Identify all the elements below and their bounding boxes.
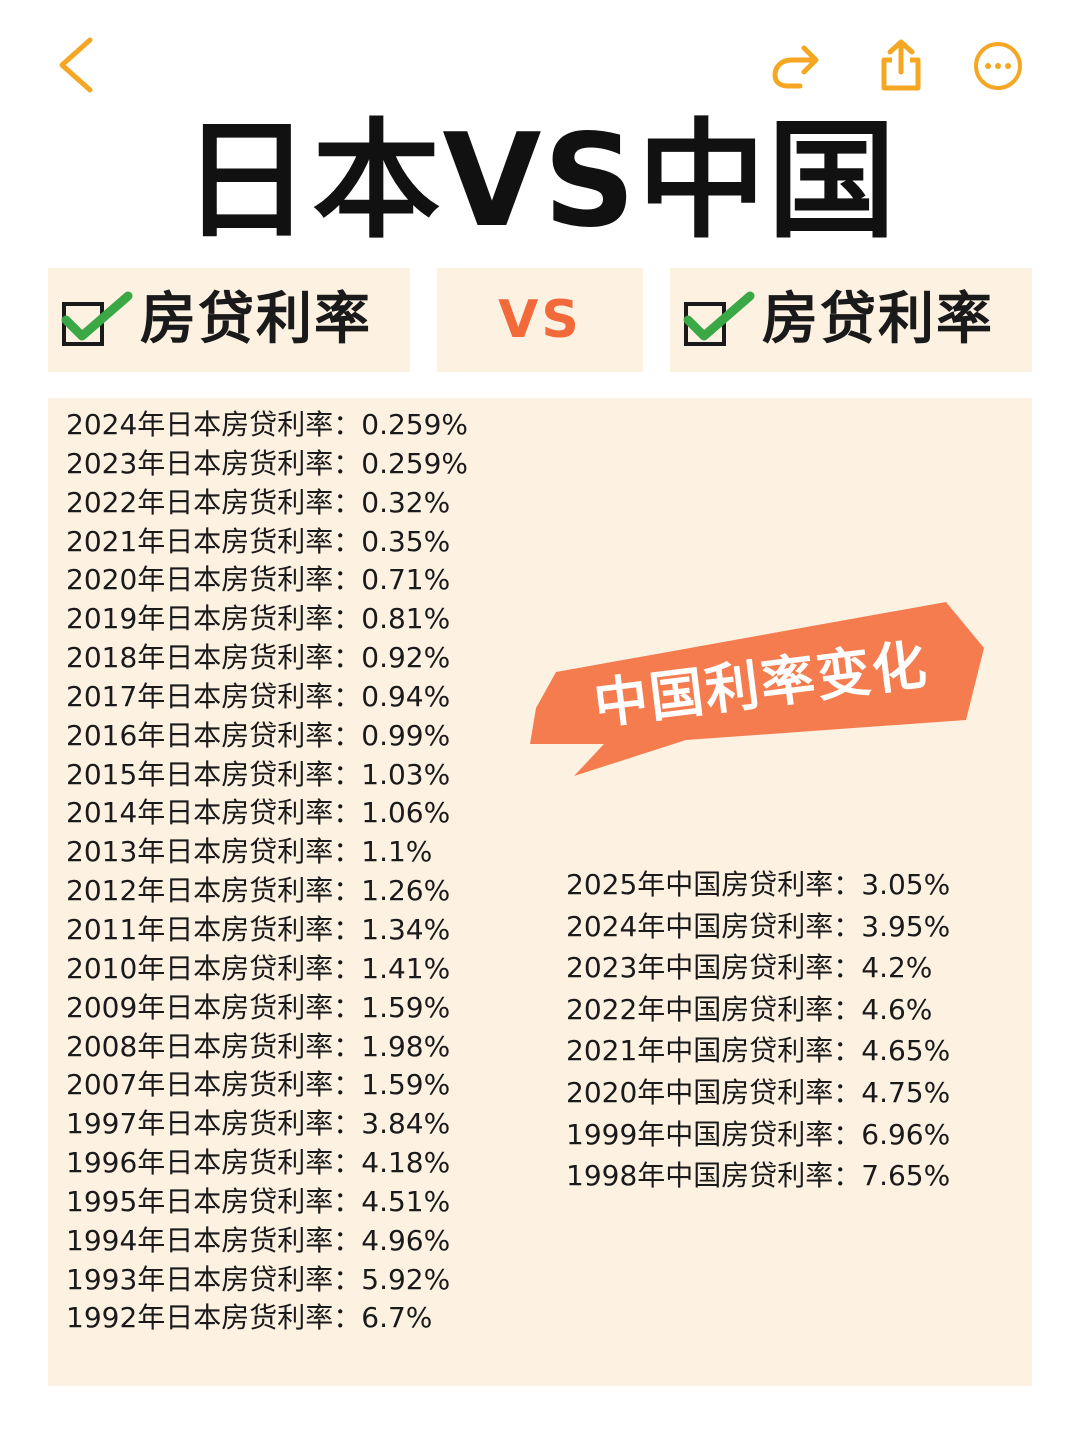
china-rate-item: 2021年中国房贷利率：4.65%	[566, 1034, 951, 1068]
japan-header-box: 房贷利率	[48, 268, 410, 372]
forward-arrow-icon[interactable]	[770, 44, 822, 90]
japan-rate-item: 2008年日本房货利率：1.98%	[66, 1029, 451, 1063]
china-rate-item: 2024年中国房贷利率：3.95%	[566, 909, 951, 943]
japan-rate-item: 1993年日本房贷利率：5.92%	[66, 1262, 451, 1296]
japan-rate-item: 2022年日本房货利率：0.32%	[66, 485, 451, 519]
top-toolbar	[0, 0, 1080, 120]
japan-rate-item: 2018年日本房货利率：0.92%	[66, 641, 451, 675]
china-rate-change-bubble: 中国利率变化	[526, 598, 986, 778]
japan-rate-item: 1995年日本房贷利率：4.51%	[66, 1184, 451, 1218]
japan-rate-item: 2021年日本房货利率：0.35%	[66, 524, 451, 558]
japan-rate-item: 2024年日本房贷利率：0.259%	[66, 408, 469, 441]
japan-header-label: 房贷利率	[140, 287, 372, 352]
china-rate-item: 2020年中国房贷利率：4.75%	[566, 1075, 951, 1109]
japan-rate-item: 1992年日本房货利率：6.7%	[66, 1301, 433, 1335]
china-rate-item: 1999年中国房贷利率：6.96%	[566, 1117, 951, 1151]
china-header-label: 房贷利率	[762, 287, 994, 352]
checkmark-icon	[682, 290, 758, 350]
japan-rate-item: 2010年日本房贷利率：1.41%	[66, 951, 451, 985]
japan-rate-item: 2019年日本房货利率：0.81%	[66, 602, 451, 636]
checkmark-icon	[60, 290, 136, 350]
share-icon[interactable]	[876, 38, 926, 92]
china-rate-item: 2022年中国房贷利率：4.6%	[566, 992, 933, 1026]
japan-rate-item: 2007年日本房货利率：1.59%	[66, 1068, 451, 1102]
japan-rate-item: 1994年日本房货利率：4.96%	[66, 1223, 451, 1257]
china-rates-list: 2025年中国房贷利率：3.05% 2024年中国房贷利率：3.95% 2023年中…	[566, 864, 950, 1197]
japan-rate-item: 2015年日本房贷利率：1.03%	[66, 757, 451, 791]
japan-rate-item: 2009年日本房货利率：1.59%	[66, 990, 451, 1024]
vs-label: VS	[498, 290, 582, 350]
japan-rate-item: 2011年日本房货利率：1.34%	[66, 912, 451, 946]
japan-rate-item: 2023年日本房货利率：0.259%	[66, 446, 469, 480]
china-rate-item: 2023年中国房贷利率：4.2%	[566, 951, 933, 985]
japan-rate-item: 2014年日本房贷利率：1.06%	[66, 796, 451, 830]
japan-rate-item: 2020年日本房货利率：0.71%	[66, 563, 451, 597]
japan-rate-item: 1996年日本房货利率：4.18%	[66, 1146, 451, 1180]
page-title: 日本VS中国	[182, 107, 898, 256]
china-rate-item: 1998年中国房贷利率：7.65%	[566, 1159, 951, 1193]
vs-box: VS	[437, 268, 643, 372]
china-rate-item: 2025年中国房贷利率：3.05%	[566, 868, 951, 901]
japan-rate-item: 2017年日本房贷利率：0.94%	[66, 679, 451, 713]
japan-rate-item: 2016年日本房贷利率：0.99%	[66, 718, 451, 752]
china-header-box: 房贷利率	[670, 268, 1032, 372]
rates-panel: 2024年日本房贷利率：0.259% 2023年日本房货利率：0.259% 2022…	[48, 398, 1032, 1386]
japan-rates-list: 2024年日本房贷利率：0.259% 2023年日本房货利率：0.259% 2022…	[66, 406, 468, 1338]
japan-rate-item: 2013年日本房贷利率：1.1%	[66, 835, 433, 869]
japan-rate-item: 2012年日本房货利率：1.26%	[66, 874, 451, 908]
back-chevron-icon[interactable]	[52, 36, 102, 94]
more-icon[interactable]	[972, 40, 1024, 92]
japan-rate-item: 1997年日本房货利率：3.84%	[66, 1107, 451, 1141]
